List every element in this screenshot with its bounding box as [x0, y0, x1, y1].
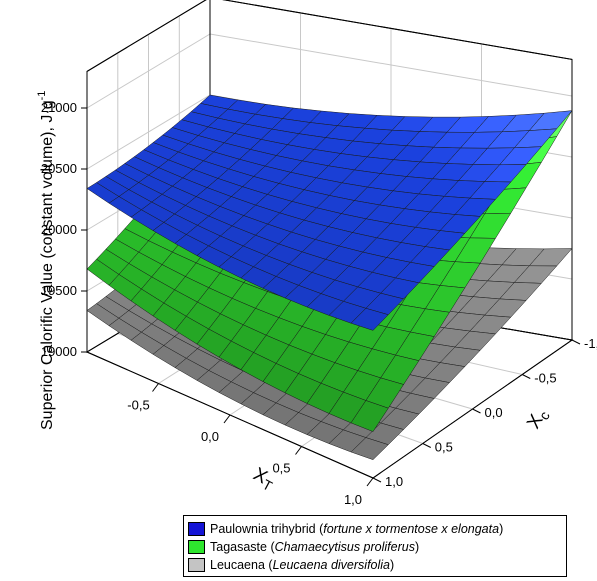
z-axis-title: Superior Calorific Value (constant volum…	[36, 91, 56, 430]
x-tick-mark	[366, 477, 374, 487]
surface-cell-tagasaste	[350, 400, 389, 432]
y-tick-mark	[372, 477, 382, 483]
legend-swatch-leucaena	[188, 558, 205, 572]
x-tick-label: 0,0	[201, 429, 219, 444]
x-tick-label: -0,5	[127, 398, 149, 413]
y-axis-title: Xc	[523, 405, 553, 434]
legend-swatch-tagasaste	[188, 540, 205, 554]
legend-swatch-paulownia	[188, 522, 205, 536]
y-tick-label: 1,0	[385, 474, 403, 489]
legend: Paulownia trihybrid (fortune x tormentos…	[183, 515, 567, 577]
y-tick-label: -1,0	[584, 336, 597, 351]
x-tick-mark	[295, 446, 302, 455]
y-tick-mark	[571, 339, 581, 345]
legend-item-paulownia: Paulownia trihybrid (fortune x tormentos…	[188, 520, 503, 538]
y-tick-mark	[472, 408, 481, 414]
x-tick-mark	[223, 414, 231, 424]
y-tick-mark	[522, 374, 531, 379]
y-tick-label: 0,5	[435, 440, 453, 455]
x-tick-label: 0,5	[272, 461, 290, 476]
surface-cell-leucaena	[350, 437, 389, 460]
legend-item-leucaena: Leucaena (Leucaena diversifolia)	[188, 556, 394, 574]
z-tick-label: 20000	[41, 222, 77, 237]
legend-item-tagasaste: Tagasaste (Chamaecytisus proliferus)	[188, 538, 419, 556]
y-tick-mark	[422, 443, 431, 448]
x-tick-label: 1,0	[344, 492, 362, 507]
y-tick-label: 0,0	[485, 405, 503, 420]
z-tick-label: 19500	[41, 283, 77, 298]
z-tick-label: 19000	[41, 344, 77, 359]
x-tick-mark	[152, 383, 159, 392]
z-tick-label: 21000	[41, 100, 77, 115]
y-tick-label: -0,5	[534, 371, 556, 386]
surface-chart: 19000 19500 20000 20500 21000 -0,5 0,0 0,5 1,0 -1…	[36, 0, 597, 507]
z-tick-label: 20500	[41, 161, 77, 176]
surface-cell-paulownia	[350, 308, 389, 331]
